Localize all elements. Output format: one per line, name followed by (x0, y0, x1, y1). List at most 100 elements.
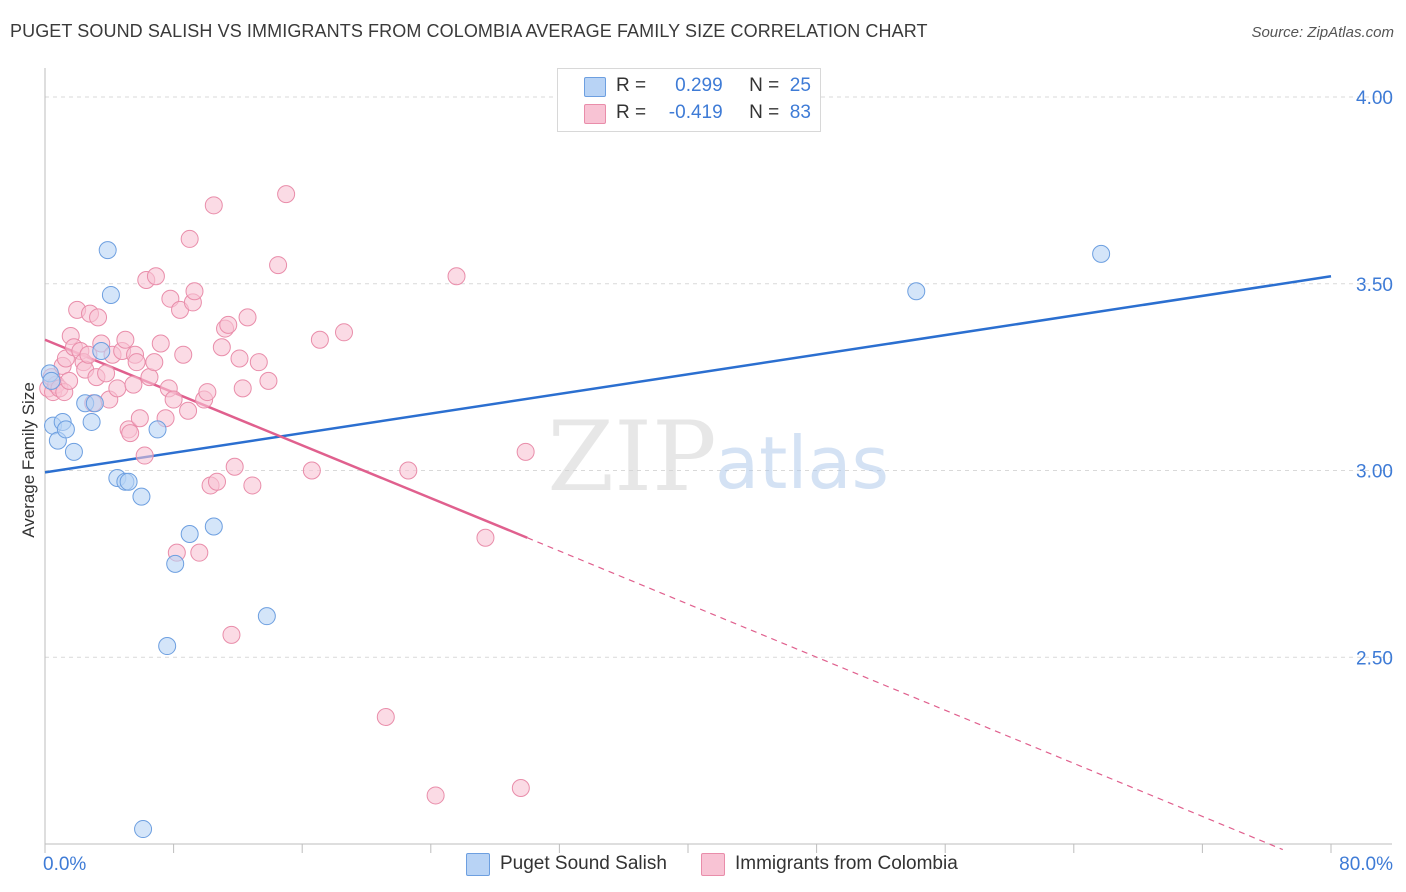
point-immigrants-from-colombia (225, 457, 244, 476)
point-immigrants-from-colombia (212, 338, 231, 357)
point-puget-sound-salish (134, 820, 153, 839)
r-value: 0.299 (675, 75, 723, 96)
point-immigrants-from-colombia (249, 353, 268, 372)
point-immigrants-from-colombia (426, 786, 445, 805)
correlation-legend: R = 0.299 N = 25 R = -0.419 N = 83 (557, 68, 821, 132)
point-puget-sound-salish (92, 341, 111, 360)
point-immigrants-from-colombia (219, 315, 238, 334)
point-immigrants-from-colombia (376, 708, 395, 727)
tick-labels: 2.50 3.00 3.50 4.00 0.0% 80.0% (43, 88, 1393, 875)
point-puget-sound-salish (907, 282, 926, 301)
point-immigrants-from-colombia (108, 379, 127, 398)
legend-label: Immigrants from Colombia (735, 853, 958, 874)
point-puget-sound-salish (64, 442, 83, 461)
point-immigrants-from-colombia (97, 364, 116, 383)
point-immigrants-from-colombia (180, 229, 199, 248)
trend-line-extension-immigrants-from-colombia (527, 537, 1284, 851)
blue-swatch (584, 77, 606, 97)
point-immigrants-from-colombia (135, 446, 154, 465)
blue-swatch (466, 853, 490, 876)
n-value: 25 (789, 75, 811, 96)
point-immigrants-from-colombia (222, 625, 241, 644)
point-puget-sound-salish (180, 524, 199, 543)
point-immigrants-from-colombia (140, 368, 159, 387)
y-axis-label: Average Family Size (19, 382, 38, 538)
point-puget-sound-salish (132, 487, 151, 506)
source-credit: Source: ZipAtlas.com (1251, 24, 1394, 41)
r-label: R = (616, 75, 647, 96)
point-puget-sound-salish (148, 420, 167, 439)
point-immigrants-from-colombia (121, 424, 140, 443)
x-tick-label-max: 80.0% (1339, 854, 1393, 875)
point-immigrants-from-colombia (190, 543, 209, 562)
point-immigrants-from-colombia (151, 334, 170, 353)
r-label: R = (616, 102, 647, 123)
r-value: -0.419 (668, 102, 723, 123)
point-puget-sound-salish (119, 472, 138, 491)
n-label: N = (749, 102, 780, 123)
point-immigrants-from-colombia (259, 371, 278, 390)
y-tick-label: 2.50 (1356, 648, 1393, 669)
chart-title: PUGET SOUND SALISH VS IMMIGRANTS FROM CO… (10, 21, 928, 41)
point-immigrants-from-colombia (116, 330, 135, 349)
point-immigrants-from-colombia (476, 528, 495, 547)
point-immigrants-from-colombia (208, 472, 227, 491)
watermark-atlas: atlas (715, 421, 889, 505)
point-immigrants-from-colombia (511, 778, 530, 797)
point-immigrants-from-colombia (130, 409, 149, 428)
point-immigrants-from-colombia (185, 282, 204, 301)
point-immigrants-from-colombia (164, 390, 183, 409)
point-immigrants-from-colombia (277, 185, 296, 204)
x-tick-label-min: 0.0% (43, 854, 86, 875)
point-immigrants-from-colombia (198, 383, 217, 402)
point-puget-sound-salish (101, 285, 120, 304)
grid-lines (45, 96, 1392, 658)
point-immigrants-from-colombia (204, 196, 223, 215)
point-immigrants-from-colombia (302, 461, 321, 480)
point-immigrants-from-colombia (516, 442, 535, 461)
point-puget-sound-salish (85, 394, 104, 413)
data-points (39, 185, 1111, 839)
point-puget-sound-salish (1092, 244, 1111, 263)
axes (44, 68, 1392, 853)
point-immigrants-from-colombia (447, 267, 466, 286)
point-immigrants-from-colombia (179, 401, 198, 420)
y-tick-label: 3.50 (1356, 275, 1393, 296)
pink-swatch (584, 104, 606, 124)
y-tick-label: 4.00 (1356, 88, 1393, 109)
point-immigrants-from-colombia (124, 375, 143, 394)
point-immigrants-from-colombia (334, 323, 353, 342)
point-immigrants-from-colombia (310, 330, 329, 349)
n-label: N = (749, 75, 780, 96)
point-immigrants-from-colombia (89, 308, 108, 327)
trend-line-puget-sound-salish (44, 275, 1332, 474)
point-immigrants-from-colombia (60, 371, 79, 390)
point-puget-sound-salish (98, 241, 117, 260)
point-immigrants-from-colombia (145, 353, 164, 372)
point-immigrants-from-colombia (269, 256, 288, 275)
watermark-zip: ZIP (547, 401, 716, 513)
trend-line-immigrants-from-colombia (44, 338, 528, 539)
point-immigrants-from-colombia (146, 267, 165, 286)
point-puget-sound-salish (204, 517, 223, 536)
point-puget-sound-salish (82, 412, 101, 431)
point-puget-sound-salish (166, 554, 185, 573)
legend-label: Puget Sound Salish (500, 853, 667, 874)
point-immigrants-from-colombia (243, 476, 262, 495)
pink-swatch (701, 853, 725, 876)
point-puget-sound-salish (158, 637, 177, 656)
point-immigrants-from-colombia (238, 308, 257, 327)
point-immigrants-from-colombia (233, 379, 252, 398)
y-axis-label-wrap: Average Family Size (14, 300, 44, 620)
point-puget-sound-salish (257, 607, 276, 626)
point-immigrants-from-colombia (127, 353, 146, 372)
y-tick-label: 3.00 (1356, 462, 1393, 483)
point-puget-sound-salish (56, 420, 75, 439)
zipatlas-watermark: ZIP atlas (547, 401, 889, 513)
point-immigrants-from-colombia (399, 461, 418, 480)
point-immigrants-from-colombia (174, 345, 193, 364)
point-puget-sound-salish (42, 371, 61, 390)
point-immigrants-from-colombia (230, 349, 249, 368)
n-value: 83 (789, 102, 811, 123)
